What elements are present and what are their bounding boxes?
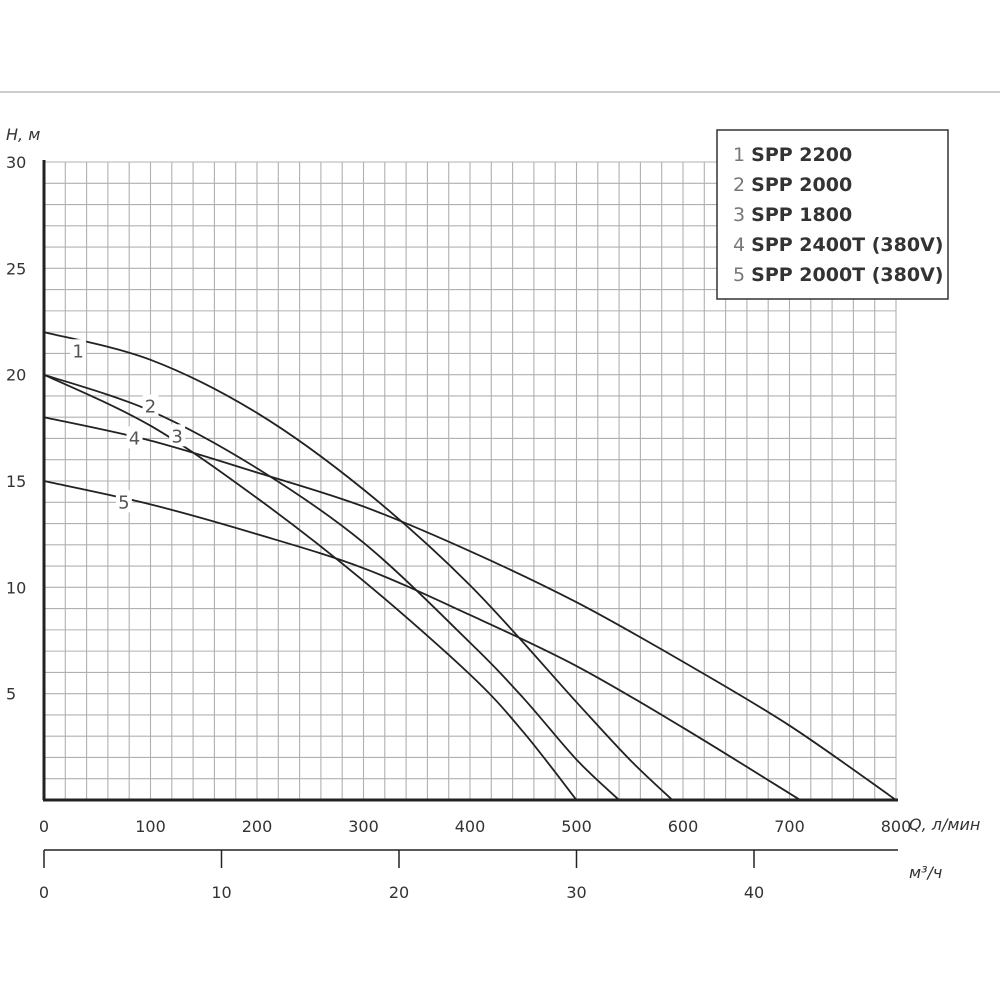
curve-label-bg xyxy=(142,394,159,417)
curve-label-bg xyxy=(70,339,87,362)
y-tick-label: 25 xyxy=(6,259,26,278)
legend-item: 4 SPP 2400T (380V) xyxy=(733,234,943,256)
curve-label-bg xyxy=(126,426,143,449)
legend-item: 5 SPP 2000T (380V) xyxy=(733,264,943,286)
legend-item: 1 SPP 2200 xyxy=(733,144,852,166)
legend-item: 2 SPP 2000 xyxy=(733,174,852,196)
series-curve-4 xyxy=(43,416,897,801)
y-tick-label: 5 xyxy=(6,685,16,704)
x-tick-label: 700 xyxy=(774,817,805,836)
legend-box xyxy=(716,129,949,300)
x-axis-title: Q, л/мин xyxy=(909,815,980,834)
secondary-x-tick-label: 40 xyxy=(744,883,764,902)
curve-label-2: 2 xyxy=(145,397,156,418)
curve-label-bg xyxy=(169,424,186,447)
curve-label-5: 5 xyxy=(118,492,129,513)
curve-label-3: 3 xyxy=(171,426,182,447)
series-curve-5 xyxy=(43,480,801,801)
legend-item: 3 SPP 1800 xyxy=(733,204,852,226)
y-tick-label: 15 xyxy=(6,472,26,491)
series-curve-3 xyxy=(43,373,578,801)
x-tick-label: 400 xyxy=(455,817,486,836)
legend: 1 SPP 2200 2 SPP 2000 3 SPP 1800 4 SPP 2400… xyxy=(716,129,949,300)
y-tick-label: 30 xyxy=(6,153,26,172)
series-curve-1 xyxy=(43,331,673,801)
y-tick-label: 10 xyxy=(6,578,26,597)
x-tick-label: 800 xyxy=(881,817,912,836)
secondary-x-tick-label: 20 xyxy=(389,883,409,902)
secondary-x-tick-label: 10 xyxy=(211,883,231,902)
secondary-x-tick-label: 0 xyxy=(39,883,49,902)
curve-label-4: 4 xyxy=(129,428,140,449)
x-tick-label: 500 xyxy=(561,817,592,836)
x-tick-label: 0 xyxy=(39,817,49,836)
curve-label-1: 1 xyxy=(72,341,83,362)
secondary-x-axis-title: м³/ч xyxy=(909,863,942,882)
curve-label-bg xyxy=(115,490,132,513)
y-tick-label: 20 xyxy=(6,366,26,385)
secondary-x-tick-label: 30 xyxy=(566,883,586,902)
x-tick-label: 300 xyxy=(348,817,379,836)
x-tick-label: 200 xyxy=(242,817,273,836)
x-tick-label: 100 xyxy=(135,817,166,836)
x-tick-label: 600 xyxy=(668,817,699,836)
y-axis-title: H, м xyxy=(6,125,40,144)
